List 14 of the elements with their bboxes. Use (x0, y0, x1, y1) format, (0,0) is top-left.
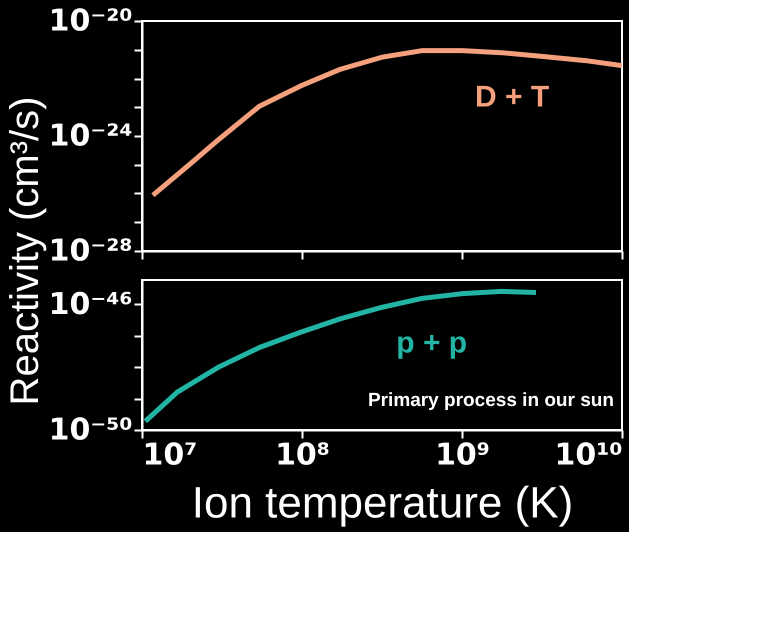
y-tick-label: 10⁻⁴⁶ (48, 286, 132, 322)
series-label: p + p (396, 326, 468, 360)
series-label: D + T (474, 80, 550, 114)
x-tick-label: 10⁸ (275, 438, 330, 472)
x-tick-label: 10⁹ (435, 438, 490, 472)
x-tick-label: 10¹⁰ (554, 438, 622, 472)
y-tick-label: 10⁻²⁰ (48, 4, 132, 38)
y-tick-label: 10⁻²⁴ (48, 118, 132, 154)
annotation: Primary process in our sun (368, 390, 614, 411)
y-tick-label: 10⁻⁵⁰ (48, 412, 132, 448)
x-tick-label: 10⁷ (142, 438, 198, 472)
y-axis-title: Reactivity (cm³/s) (3, 96, 47, 406)
y-tick-label: 10⁻²⁸ (48, 234, 132, 268)
x-axis-title: Ion temperature (K) (192, 478, 574, 528)
